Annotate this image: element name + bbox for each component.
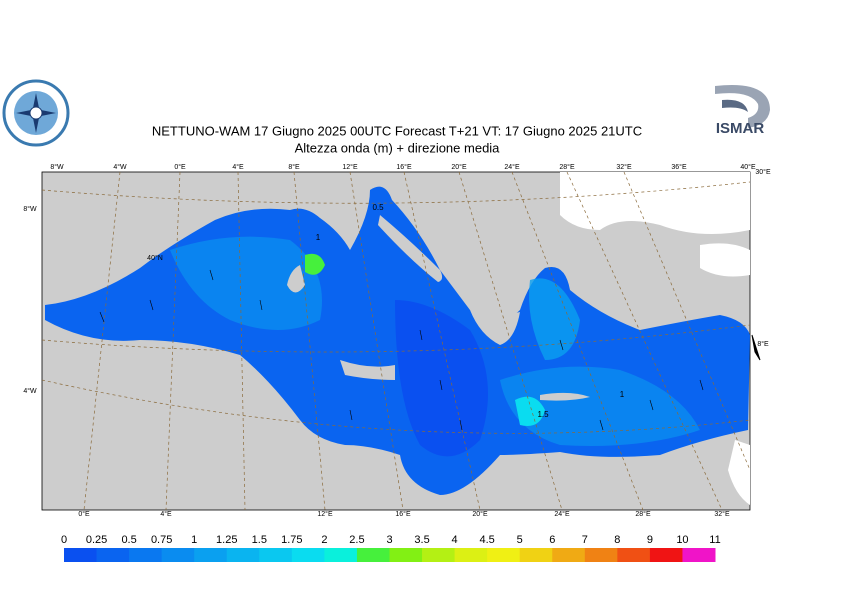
top-lon-label: 32°E — [616, 163, 632, 171]
top-lon-label: 20°E — [451, 163, 467, 171]
legend-swatch — [519, 548, 553, 562]
legend-swatch — [649, 548, 683, 562]
legend-swatch — [454, 548, 488, 562]
legend-label: 9 — [647, 534, 653, 546]
legend-label: 8 — [614, 534, 620, 546]
title: NETTUNO-WAM 17 Giugno 2025 00UTC Forecas… — [152, 123, 642, 138]
legend-swatch — [682, 548, 716, 562]
left-lat-label: 8°W — [23, 205, 37, 213]
top-lon-label: 12°E — [342, 163, 358, 171]
legend-label: 0.75 — [151, 534, 172, 546]
bottom-lon-label: 16°E — [395, 510, 411, 518]
direction-arrows — [99, 269, 704, 431]
legend-swatch — [389, 548, 423, 562]
cnr-logo — [2, 79, 70, 147]
bottom-lon-label: 28°E — [635, 510, 651, 518]
legend-swatch — [226, 548, 260, 562]
legend-label: 2 — [321, 534, 327, 546]
legend-label: 5 — [517, 534, 523, 546]
legend-swatch — [64, 548, 98, 562]
legend-label: 7 — [582, 534, 588, 546]
legend-label: 1.5 — [252, 534, 267, 546]
legend-label: 3.5 — [414, 534, 429, 546]
top-lon-label: 28°E — [559, 163, 575, 171]
legend-swatch — [617, 548, 651, 562]
legend-label: 3 — [386, 534, 392, 546]
legend-swatch — [324, 548, 358, 562]
contour-label: 1 — [620, 390, 625, 399]
bottom-lon-label: 24°E — [554, 510, 570, 518]
legend-swatch — [422, 548, 456, 562]
legend-swatch — [487, 548, 521, 562]
legend-swatch — [96, 548, 130, 562]
inner-lat-label: 40°N — [147, 254, 163, 262]
legend-label: 0 — [61, 534, 67, 546]
legend-swatch — [129, 548, 163, 562]
legend-label: 4 — [452, 534, 458, 546]
legend-label: 1.75 — [281, 534, 302, 546]
ismar-logo: ISMAR — [709, 78, 771, 140]
bottom-lon-label: 20°E — [472, 510, 488, 518]
bottom-lon-label: 12°E — [317, 510, 333, 518]
subtitle: Altezza onda (m) + direzione media — [295, 140, 501, 155]
contour-label: 1 — [316, 233, 321, 242]
legend-label: 10 — [676, 534, 688, 546]
legend-label: 0.25 — [86, 534, 107, 546]
legend-label: 1.25 — [216, 534, 237, 546]
logo-text: ISMAR — [716, 120, 765, 137]
top-lon-label: 8°W — [50, 163, 64, 171]
bottom-lon-label: 0°E — [78, 510, 90, 518]
top-lon-label: 24°E — [504, 163, 520, 171]
legend-swatch — [194, 548, 228, 562]
contour-label: 1.5 — [537, 410, 549, 419]
legend-swatch — [291, 548, 325, 562]
legend-label: 4.5 — [480, 534, 495, 546]
top-lon-label: 16°E — [396, 163, 412, 171]
top-lon-label: 8°E — [288, 163, 300, 171]
top-lon-label: 0°E — [174, 163, 186, 171]
legend-swatch — [356, 548, 390, 562]
right-label: 8°E — [757, 340, 769, 348]
left-lat-label: 4°W — [23, 387, 37, 395]
legend-swatch — [584, 548, 618, 562]
bottom-lon-label: 4°E — [160, 510, 172, 518]
legend-label: 11 — [709, 534, 720, 546]
top-lon-label: 36°E — [671, 163, 687, 171]
legend-label: 6 — [549, 534, 555, 546]
legend-swatch — [259, 548, 293, 562]
bottom-lon-label: 32°E — [714, 510, 730, 518]
legend-swatch — [161, 548, 195, 562]
right-label: 30°E — [755, 168, 771, 176]
top-lon-label: 40°E — [740, 163, 756, 171]
legend-swatch — [552, 548, 586, 562]
top-lon-label: 4°W — [113, 163, 127, 171]
contour-label: 0.5 — [372, 203, 384, 212]
legend-label: 0.5 — [121, 534, 136, 546]
legend-label: 2.5 — [349, 534, 364, 546]
map — [41, 171, 761, 511]
top-lon-label: 4°E — [232, 163, 244, 171]
legend-label: 1 — [191, 534, 197, 546]
